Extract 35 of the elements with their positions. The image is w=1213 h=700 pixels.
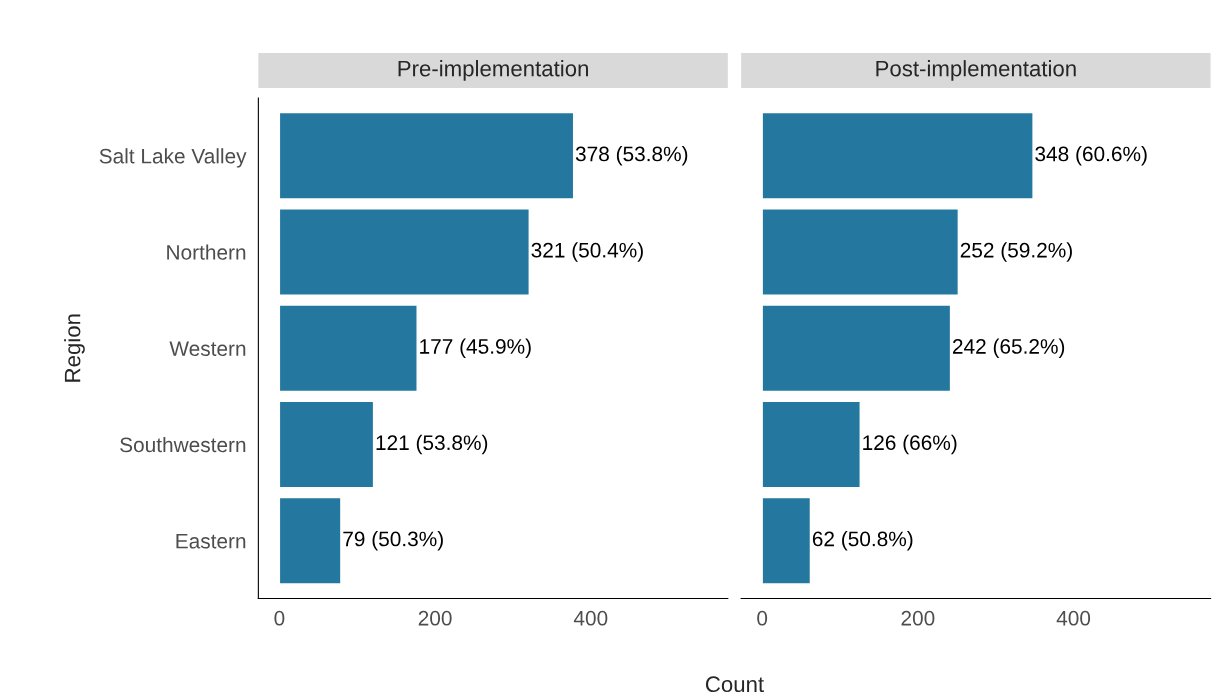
x-axis-title: Count — [705, 676, 764, 693]
chart-title: Pre-implementation — [398, 60, 588, 81]
bar — [761, 111, 1034, 200]
data-label: 126 (66%) — [863, 434, 957, 455]
data-label: 177 (45.9%) — [420, 338, 531, 358]
bar — [761, 400, 861, 489]
y-tick-label: Western — [169, 341, 246, 356]
x-tick-label: 200 — [418, 610, 452, 626]
y-tick-label: Northern — [167, 244, 246, 260]
bar — [278, 400, 375, 489]
bar — [761, 496, 812, 585]
y-axis-title: Region — [64, 314, 85, 382]
data-label: 252 (59.2%) — [960, 242, 1072, 262]
bar — [761, 304, 952, 393]
y-tick-label: Southwestern — [120, 436, 246, 453]
y-tick-label: Eastern — [176, 533, 246, 549]
chart-title: Post-implementation — [876, 60, 1076, 81]
data-label: 242 (65.2%) — [952, 338, 1065, 358]
x-tick-label: 400 — [573, 610, 608, 626]
x-tick-label: 200 — [901, 610, 935, 626]
x-tick-label: 0 — [274, 610, 285, 626]
bar — [278, 111, 575, 200]
bar — [278, 304, 418, 393]
data-label: 321 (50.4%) — [531, 242, 643, 262]
y-tick-label: Salt Lake Valley — [99, 148, 247, 168]
x-tick-label: 0 — [757, 610, 768, 626]
bar — [761, 207, 960, 297]
x-tick-label: 400 — [1056, 610, 1091, 626]
data-label: 121 (53.8%) — [376, 434, 488, 455]
data-label: 378 (53.8%) — [575, 146, 688, 166]
data-label: 348 (60.6%) — [1035, 146, 1147, 166]
bar — [278, 207, 530, 297]
data-label: 62 (50.8%) — [812, 531, 913, 551]
bar — [278, 496, 342, 585]
data-label: 79 (50.3%) — [343, 531, 443, 551]
